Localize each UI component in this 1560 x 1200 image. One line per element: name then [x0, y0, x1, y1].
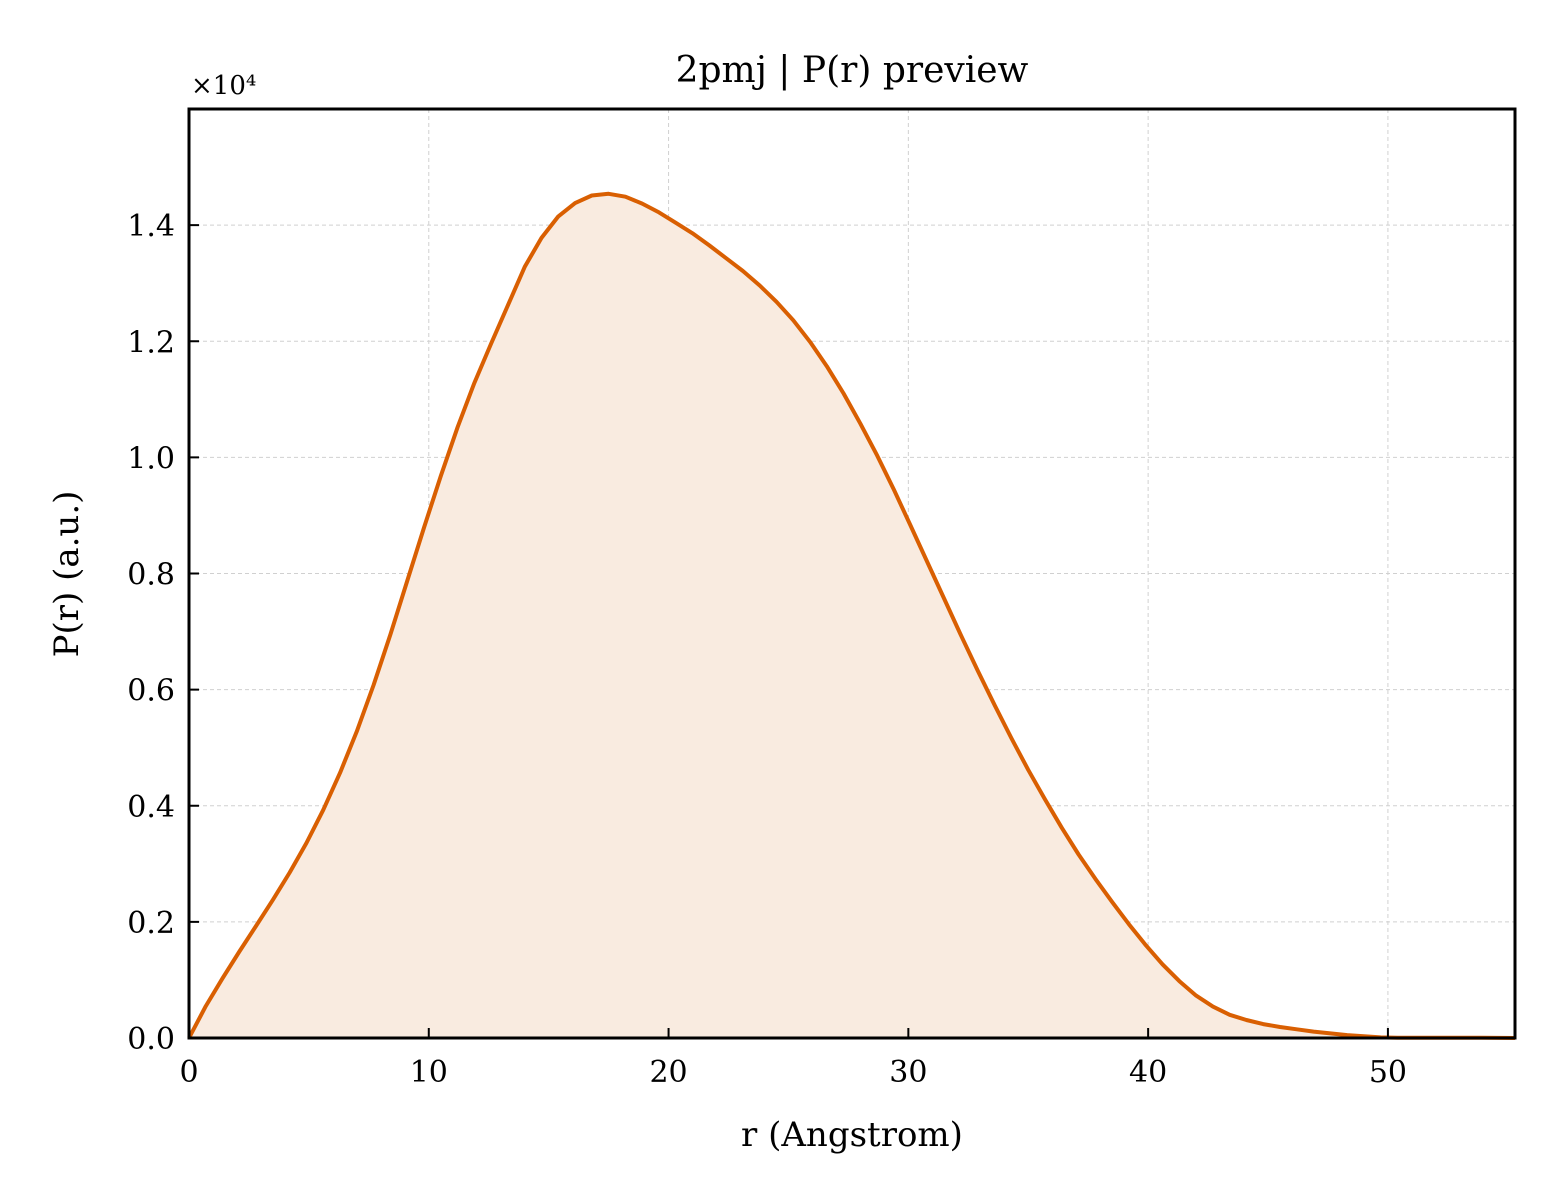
- x-tick-label: 10: [410, 1055, 448, 1090]
- y-tick-label: 0.6: [127, 674, 175, 709]
- x-tick-label: 0: [179, 1055, 198, 1090]
- y-tick-label: 1.2: [127, 325, 175, 360]
- y-tick-label: 0.0: [127, 1022, 175, 1057]
- y-tick-label: 1.0: [127, 441, 175, 476]
- x-tick-label: 40: [1129, 1055, 1167, 1090]
- pr-series-line: [187, 191, 1516, 1040]
- y-tick-label: 0.4: [127, 790, 175, 825]
- y-tick-label: 1.4: [127, 209, 175, 244]
- x-tick-label: 20: [649, 1055, 687, 1090]
- plot-frame: [187, 107, 1517, 1040]
- x-tick-label: 50: [1369, 1055, 1407, 1090]
- y-scale-multiplier: ×10⁴: [191, 71, 256, 101]
- pr-area-fill: [189, 193, 1515, 1039]
- x-tick-label: 30: [889, 1055, 927, 1090]
- y-tick-label: 0.8: [127, 558, 175, 593]
- y-tick-label: 0.2: [127, 906, 175, 941]
- x-axis-label: r (Angstrom): [741, 1115, 963, 1155]
- chart-title: 2pmj | P(r) preview: [676, 50, 1029, 91]
- y-axis-label: P(r) (a.u.): [47, 491, 87, 658]
